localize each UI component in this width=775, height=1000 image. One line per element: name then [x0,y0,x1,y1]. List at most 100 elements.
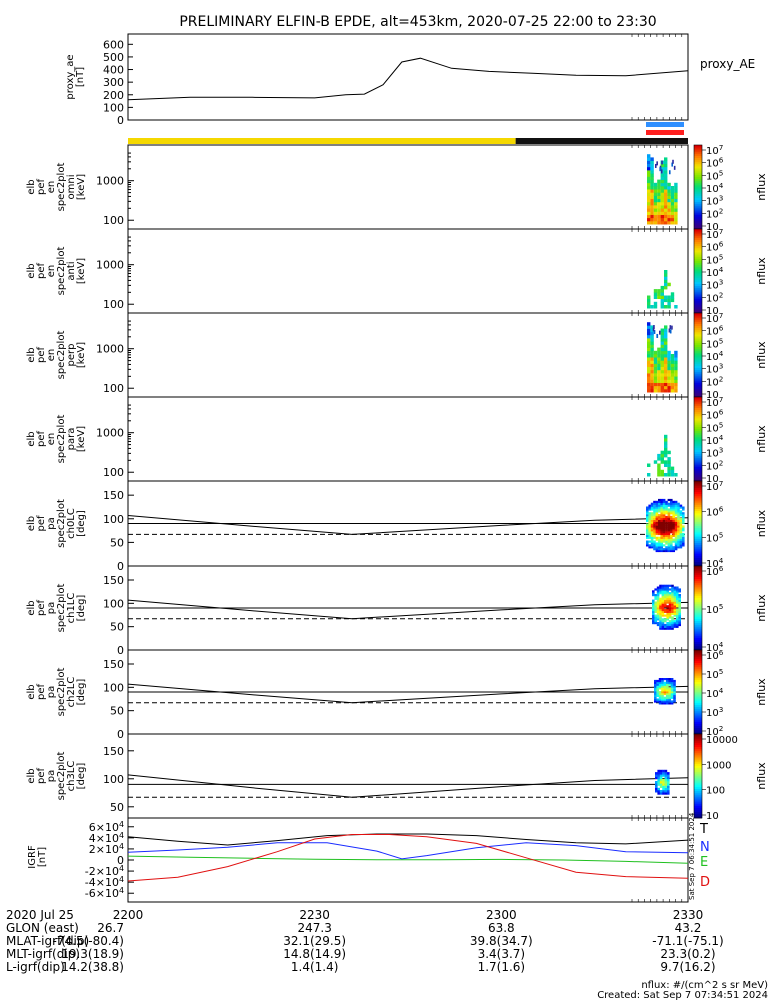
colorbar-cell [694,466,702,469]
pitch-pixel [666,599,669,602]
pitch-pixel [667,517,671,520]
pitch-pixel [659,612,662,615]
colorbar-cell [694,529,702,533]
pitch-pixel [676,594,679,597]
colorbar-tick-label: 102 [706,724,723,738]
energy-pixel [670,382,675,387]
colorbar-cell [694,153,702,156]
pitch-pixel [673,694,676,697]
pitch-pixel [668,612,672,615]
colorbar-cell [694,599,702,603]
colorbar-cell [694,673,702,676]
colorbar-tick-label: 104 [706,686,724,700]
energy-pixel [664,450,668,455]
pitch-pixel [648,536,651,539]
igrf-ytick-label: 0 [117,854,124,867]
colorbar-cell [694,704,702,708]
pitch-pixel [679,544,683,547]
energy-pixel [670,292,675,296]
pitch-pixel [677,544,680,547]
energy-pixel [647,198,651,203]
pitch-pixel [648,544,651,547]
colorbar-cell [694,792,702,796]
pitch-pixel [678,595,681,599]
pitch-pixel [648,508,651,511]
pitch-pixel [667,536,671,539]
pitch-pixel [671,622,674,625]
energy-ylabel-line: spec2plot [56,415,67,464]
pitch-pixel [670,546,673,549]
pitch-pixel [661,612,665,615]
pitch-pixel [650,506,654,509]
energy-pixel [647,154,651,158]
igrf-ytick-label: -4×104 [85,875,124,889]
footer-row-value: 32.1(29.5) [283,934,346,948]
footer-row-value: 247.3 [297,921,331,935]
pitch-pixel [672,548,675,551]
pitch-pixel [670,540,673,543]
pitch-pixel [652,618,655,621]
pitch-pixel [646,532,649,536]
pitch-pixel [658,527,661,530]
pitch-pixel [659,627,662,630]
pitch-pixel [656,608,660,612]
pitch-pixel [658,696,662,699]
pitch-pixel [666,702,669,705]
colorbar-cell [694,618,702,621]
colorbar-cell [694,557,702,560]
pitch-pixel [658,517,661,520]
pitch-pixel [656,614,660,617]
pitch-pixel [655,504,659,507]
pitch-pixel [646,534,649,537]
pitch-pixel [668,592,672,595]
pitch-pixel [664,592,667,595]
pitch-pixel [662,527,666,530]
pitch-pixel [661,595,665,599]
colorbar-cell [694,405,702,408]
pitch-pixel [677,521,680,524]
energy-pixel [650,186,654,190]
pitch-pixel [659,601,662,604]
pitch-pixel [661,627,665,630]
pitch-pixel [667,531,671,534]
pitch-pixel [658,510,661,513]
pitch-pixel [673,620,677,623]
colorbar-cell [694,275,702,278]
energy-pixel [667,382,671,387]
colorbar-cell [694,485,702,488]
pitch-pixel [648,540,651,543]
colorbar-tick-label: 106 [706,564,724,578]
colorbar-cell [694,254,702,257]
energy-pixel [647,170,651,174]
pitch-pixel [646,529,649,532]
energy-pixel [657,211,661,215]
pitch-pixel [668,597,672,600]
pitch-pixel [661,620,665,623]
pitch-pixel [668,603,672,606]
energy-pixel [653,208,658,212]
pitch-pixel [678,605,681,608]
colorbar-label: nflux [755,762,768,790]
colorbar-cell [694,390,702,394]
colorbar-cell [694,508,702,512]
pitch-pixel [666,610,669,613]
pitch-pixel [655,502,659,505]
pitch-pixel [652,601,655,604]
energy-pixel [664,195,668,199]
colorbar-cell [694,397,702,400]
pitch-pixel [665,500,668,503]
pitch-pixel [659,618,662,621]
energy-pixel [647,208,651,212]
pitch-pixel [672,500,675,503]
pitch-pixel [674,502,678,505]
pitch-pixel [660,521,663,524]
energy-pixel [667,217,671,222]
colorbar-cell [694,233,702,236]
energy-pixel [670,295,675,299]
pitch-pixel [656,603,660,606]
pitch-pixel [661,694,664,697]
pitch-pixel [655,546,659,549]
pitch-pixel [653,544,656,547]
igrf-legend-D: D [700,875,710,890]
energy-ylabel-line: anti [66,261,77,280]
